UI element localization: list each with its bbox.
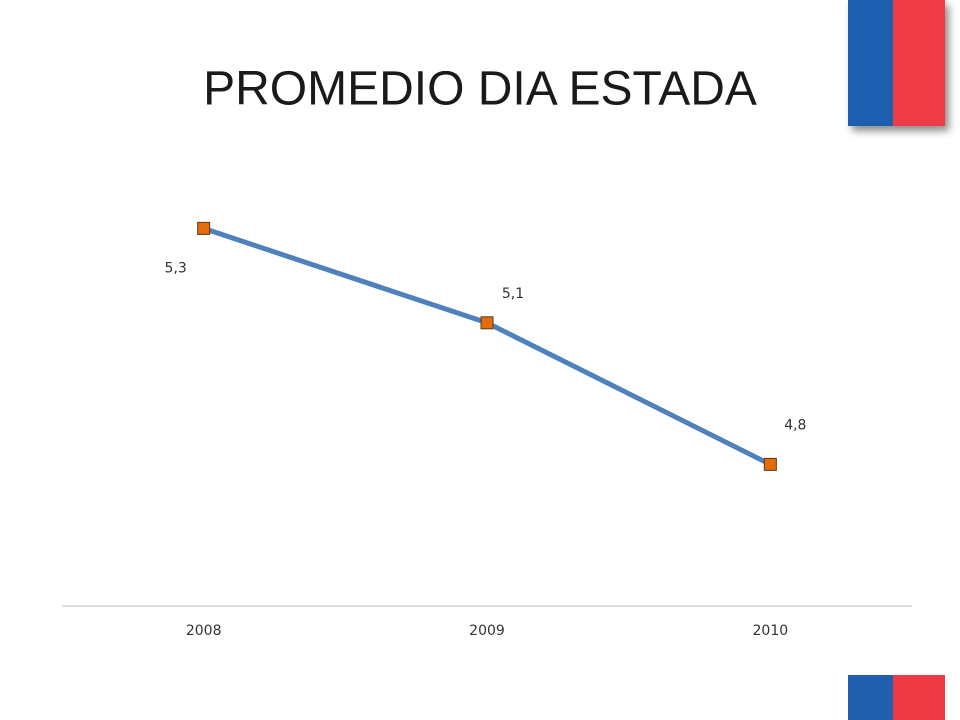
data-label: 5,1	[502, 286, 524, 302]
flag-bottom	[848, 675, 945, 720]
marker	[197, 221, 211, 235]
marker	[480, 316, 494, 330]
data-label: 4,8	[784, 417, 806, 433]
chart-title: PROMEDIO DIA ESTADA	[203, 63, 757, 116]
x-tick-label: 2008	[186, 623, 222, 639]
marker	[763, 457, 777, 471]
x-tick-label: 2010	[753, 623, 789, 639]
flag-top	[848, 0, 945, 126]
data-label: 5,3	[165, 260, 187, 276]
line	[202, 226, 772, 467]
x-tick-label: 2009	[469, 623, 505, 639]
